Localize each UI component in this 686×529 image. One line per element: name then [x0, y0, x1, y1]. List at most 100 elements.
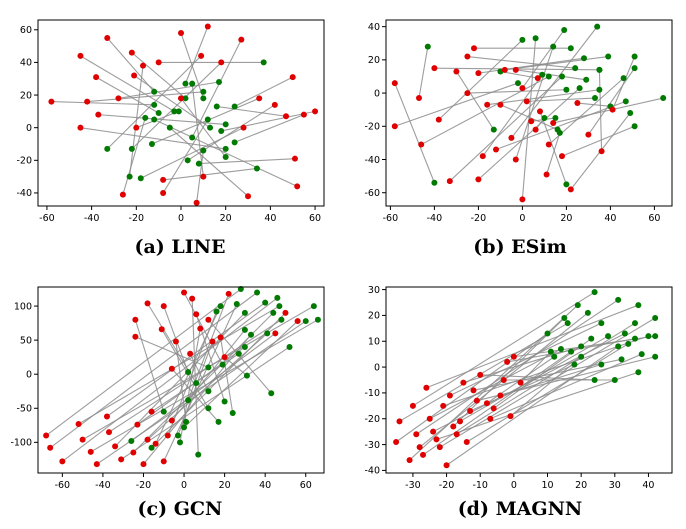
node-red	[537, 108, 543, 115]
edge	[412, 291, 595, 407]
node-green	[561, 26, 568, 33]
node-green	[631, 123, 638, 130]
edge	[478, 87, 580, 180]
node-green	[254, 289, 261, 296]
node-green	[264, 330, 271, 337]
plot-magnn: -30 -20 -10 0 10 20 30 40 -40 -30 -20 -10 0 10 20 30	[364, 285, 673, 491]
node-red	[426, 415, 433, 422]
node-green	[181, 424, 188, 431]
node-red	[225, 290, 232, 297]
node-green	[583, 76, 590, 83]
node-green	[532, 35, 539, 42]
node-red	[550, 119, 557, 126]
node-red	[130, 449, 137, 456]
node-green	[142, 114, 149, 121]
node-red	[497, 101, 504, 108]
node-green	[241, 326, 248, 333]
edge	[80, 127, 226, 150]
y-tick-label: 0	[374, 362, 380, 373]
node-red	[464, 53, 471, 60]
node-green	[278, 316, 285, 323]
node-green	[310, 303, 317, 310]
edge	[131, 62, 222, 150]
node-green	[652, 315, 659, 321]
node-green	[176, 439, 183, 446]
node-green	[104, 145, 111, 152]
node-green	[247, 331, 254, 338]
node-green	[581, 55, 587, 62]
node-green	[200, 95, 207, 102]
edge	[62, 297, 278, 462]
edge	[183, 320, 299, 428]
node-green	[231, 139, 238, 146]
edge	[220, 337, 234, 414]
node-green	[552, 114, 559, 121]
node-red	[160, 458, 167, 465]
node-green	[215, 79, 222, 85]
node-green	[615, 343, 622, 350]
node-red	[532, 126, 539, 133]
node-red	[217, 334, 224, 341]
y-tick-label: -40	[364, 466, 380, 477]
node-green	[596, 66, 603, 73]
node-red	[396, 418, 403, 425]
node-red	[391, 80, 398, 87]
y-tick-label: -40	[16, 188, 32, 199]
edge	[171, 368, 219, 423]
edge	[455, 71, 495, 130]
node-red	[545, 141, 552, 148]
edge	[135, 336, 209, 368]
node-green	[229, 410, 236, 417]
node-red	[189, 295, 196, 302]
x-tick-label: 20	[575, 480, 587, 491]
caption-esim: (b) ESim	[473, 236, 567, 258]
node-green	[571, 361, 578, 368]
node-green	[274, 294, 281, 301]
node-green	[128, 145, 135, 152]
node-green	[222, 145, 229, 152]
edge	[436, 371, 639, 440]
node-red	[517, 379, 524, 386]
x-tick-label: -20	[471, 213, 487, 224]
node-red	[134, 421, 141, 428]
node-green	[625, 340, 632, 347]
node-red	[164, 432, 171, 439]
y-tick-label: -10	[364, 388, 380, 399]
node-red	[393, 439, 400, 445]
node-red	[477, 371, 484, 378]
node-green	[631, 320, 638, 327]
node-red	[104, 34, 111, 41]
y-tick-label: -20	[364, 414, 380, 425]
y-tick-label: 50	[20, 335, 32, 346]
x-tick-label: -60	[383, 213, 399, 224]
edge	[198, 158, 295, 165]
y-tick-label: -100	[10, 438, 32, 449]
node-green	[564, 320, 571, 327]
node-green	[314, 316, 321, 323]
node-green	[213, 308, 220, 315]
node-red	[523, 98, 530, 105]
node-green	[584, 309, 591, 316]
y-tick-label: -40	[364, 155, 380, 166]
node-red	[463, 439, 470, 445]
edge	[395, 333, 548, 443]
plot-frame	[37, 286, 325, 474]
node-green	[490, 126, 497, 133]
node-red	[140, 62, 147, 69]
y-tick-label: 20	[368, 311, 380, 322]
edge	[122, 117, 146, 195]
node-red	[193, 199, 200, 206]
node-red	[534, 75, 541, 82]
node-green	[222, 121, 229, 128]
node-red	[115, 95, 122, 102]
node-red	[471, 45, 477, 52]
node-green	[551, 353, 558, 360]
node-red	[460, 379, 467, 386]
edge	[143, 334, 252, 465]
edge	[510, 356, 582, 417]
y-tick-label: 30	[368, 285, 380, 296]
node-red	[148, 408, 155, 415]
edge	[504, 55, 609, 71]
edge	[80, 55, 175, 112]
node-red	[479, 153, 486, 160]
